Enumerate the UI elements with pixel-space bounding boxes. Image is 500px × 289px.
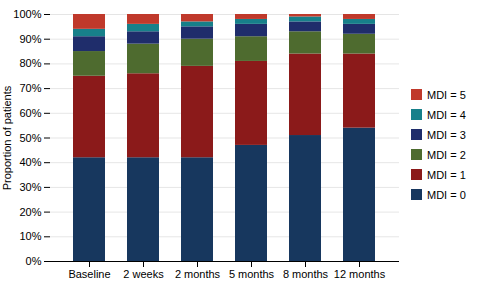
svg-text:0%: 0%: [26, 255, 42, 267]
svg-text:80%: 80%: [19, 57, 41, 69]
html-text:MDI = 4: MDI = 4: [427, 108, 466, 121]
svg-text:60%: 60%: [19, 107, 41, 119]
svg-text:Proportion of patients: Proportion of patients: [1, 85, 13, 190]
svg-text:2 weeks: 2 weeks: [123, 268, 164, 280]
svg-text:70%: 70%: [19, 82, 41, 94]
svg-text:5 months: 5 months: [229, 268, 275, 280]
svg-text:20%: 20%: [19, 206, 41, 218]
svg-text:30%: 30%: [19, 181, 41, 193]
html-text:MDI = 3: MDI = 3: [427, 128, 466, 141]
svg-text:90%: 90%: [19, 33, 41, 45]
svg-text:40%: 40%: [19, 156, 41, 168]
svg-text:Baseline: Baseline: [68, 268, 110, 280]
svg-text:100%: 100%: [13, 8, 41, 20]
svg-text:12 months: 12 months: [334, 268, 386, 280]
html-text:MDI = 1: MDI = 1: [427, 168, 466, 181]
html-text:MDI = 0: MDI = 0: [427, 188, 466, 201]
svg-text:10%: 10%: [19, 230, 41, 242]
html-text:MDI = 2: MDI = 2: [427, 148, 466, 161]
svg-text:2 months: 2 months: [175, 268, 221, 280]
html-text:MDI = 5: MDI = 5: [427, 88, 466, 101]
svg-text:50%: 50%: [19, 132, 41, 144]
svg-text:8 months: 8 months: [283, 268, 329, 280]
